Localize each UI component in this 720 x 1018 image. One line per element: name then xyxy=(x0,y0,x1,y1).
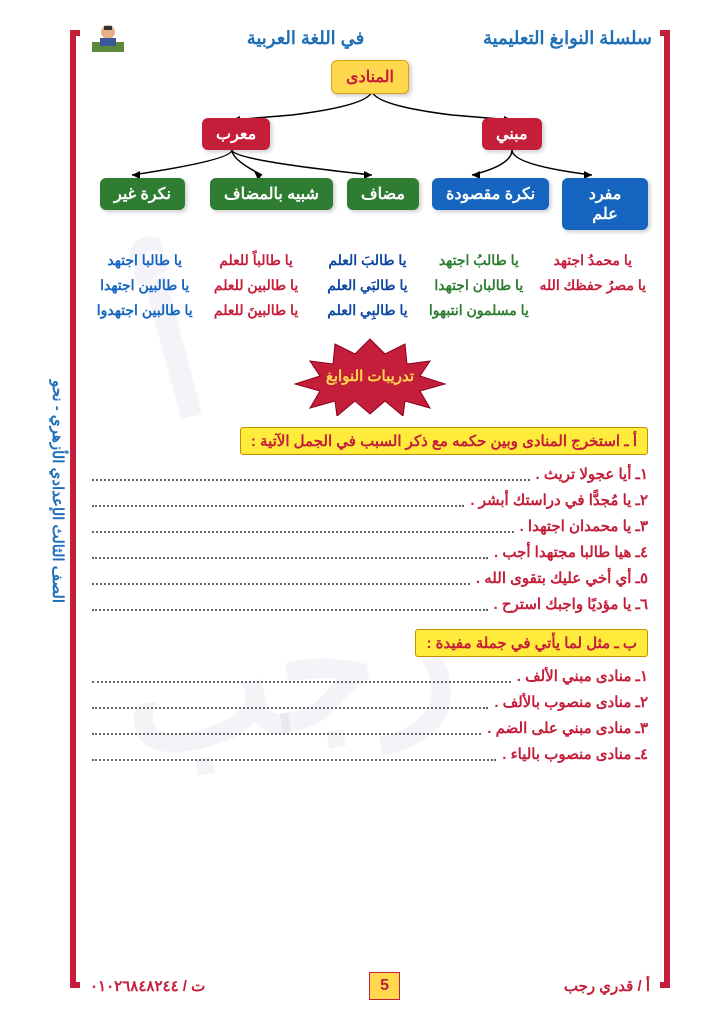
answer-line xyxy=(92,695,488,709)
tree-leaf-3: شبيه بالمضاف xyxy=(210,178,333,210)
example-cell: يا طالبين اجتهدوا xyxy=(92,300,197,321)
question-text: ٥ـ أي أخي عليك بتقوى الله . xyxy=(476,569,648,587)
example-cell: يا طالبين اجتهدا xyxy=(92,275,197,296)
star-banner: تدريبات النوابغ xyxy=(92,341,648,411)
section-b: ب ـ مثل لما يأتي في جملة مفيدة : ١ـ مناد… xyxy=(92,623,648,767)
section-b-title: ب ـ مثل لما يأتي في جملة مفيدة : xyxy=(415,629,648,657)
question-row: ١ـ أيا عجولا تريث . xyxy=(92,461,648,487)
example-cell: يا طالبَ العلم xyxy=(315,250,420,271)
question-text: ٣ـ يا محمدان اجتهدا . xyxy=(520,517,648,535)
question-text: ٢ـ منادى منصوب بالألف . xyxy=(494,693,648,711)
example-cell: يا طالبان اجتهدا xyxy=(426,275,531,296)
content-area: المنادى مبني معرب مفرد علم نكرة مقصودة م… xyxy=(82,50,658,968)
example-cell: يا طالبِي العلم xyxy=(315,300,420,321)
example-cell xyxy=(537,300,648,321)
question-text: ٤ـ هيا طالبا مجتهدا أجب . xyxy=(494,543,648,561)
page-header: سلسلة النوابغ التعليمية في اللغة العربية xyxy=(80,20,660,56)
student-icon xyxy=(88,20,128,56)
question-row: ٤ـ منادى منصوب بالياء . xyxy=(92,741,648,767)
example-cell: يا مصرُ حفظك الله xyxy=(537,275,648,296)
section-a-title: أ ـ استخرج المنادى وبين حكمه مع ذكر السب… xyxy=(240,427,648,455)
answer-line xyxy=(92,669,511,683)
footer-author: أ / قدري رجب xyxy=(564,977,650,995)
header-left: في اللغة العربية xyxy=(247,28,365,49)
answer-line xyxy=(92,571,470,585)
side-label: الصف الثالث الإعدادي الأزهري - نحو xyxy=(48,380,66,603)
example-cell: يا طالبا اجتهد xyxy=(92,250,197,271)
section-a: أ ـ استخرج المنادى وبين حكمه مع ذكر السب… xyxy=(92,421,648,617)
answer-line xyxy=(92,721,481,735)
tree-root: المنادى xyxy=(331,60,409,94)
question-row: ٥ـ أي أخي عليك بتقوى الله . xyxy=(92,565,648,591)
question-row: ٤ـ هيا طالبا مجتهدا أجب . xyxy=(92,539,648,565)
example-cell: يا مسلمون انتبهوا xyxy=(426,300,531,321)
question-row: ٣ـ منادى مبني على الضم . xyxy=(92,715,648,741)
example-cell: يا محمدُ اجتهد xyxy=(537,250,648,271)
answer-line xyxy=(92,747,496,761)
question-text: ٦ـ يا مؤديًا واجبك استرح . xyxy=(494,595,649,613)
example-cell: يا طالبينَ للعلم xyxy=(203,300,308,321)
question-text: ٣ـ منادى مبني على الضم . xyxy=(487,719,648,737)
answer-line xyxy=(92,545,488,559)
question-text: ١ـ منادى مبني الألف . xyxy=(517,667,648,685)
question-row: ٢ـ منادى منصوب بالألف . xyxy=(92,689,648,715)
example-cell: يا طالبُ اجتهد xyxy=(426,250,531,271)
example-cell: يا طالبين للعلم xyxy=(203,275,308,296)
page-footer: أ / قدري رجب 5 ت / ٠١٠٢٦٨٤٨٢٤٤ xyxy=(80,970,660,1002)
example-cell: يا طالبَي العلم xyxy=(315,275,420,296)
tree-branch-0: مبني xyxy=(482,118,542,150)
question-text: ١ـ أيا عجولا تريث . xyxy=(536,465,649,483)
question-row: ٢ـ يا مُجدًّا في دراستك أبشر . xyxy=(92,487,648,513)
question-text: ٤ـ منادى منصوب بالياء . xyxy=(502,745,648,763)
tree-leaf-2: مضاف xyxy=(347,178,419,210)
concept-tree: المنادى مبني معرب مفرد علم نكرة مقصودة م… xyxy=(92,60,648,240)
answer-line xyxy=(92,467,530,481)
question-text: ٢ـ يا مُجدًّا في دراستك أبشر . xyxy=(470,491,648,509)
answer-line xyxy=(92,519,514,533)
tree-leaf-0: مفرد علم xyxy=(562,178,648,230)
answer-line xyxy=(92,493,464,507)
tree-leaf-4: نكرة غير xyxy=(100,178,185,210)
tree-leaf-1: نكرة مقصودة xyxy=(432,178,549,210)
question-row: ٦ـ يا مؤديًا واجبك استرح . xyxy=(92,591,648,617)
star-label: تدريبات النوابغ xyxy=(326,367,414,385)
examples-grid: يا محمدُ اجتهد يا طالبُ اجتهد يا طالبَ الع… xyxy=(92,250,648,321)
page-number: 5 xyxy=(369,972,400,1000)
header-right: سلسلة النوابغ التعليمية xyxy=(483,28,652,49)
example-cell: يا طالباً للعلم xyxy=(203,250,308,271)
question-row: ١ـ منادى مبني الألف . xyxy=(92,663,648,689)
footer-phone: ت / ٠١٠٢٦٨٤٨٢٤٤ xyxy=(90,977,205,995)
question-row: ٣ـ يا محمدان اجتهدا . xyxy=(92,513,648,539)
tree-branch-1: معرب xyxy=(202,118,270,150)
answer-line xyxy=(92,597,488,611)
